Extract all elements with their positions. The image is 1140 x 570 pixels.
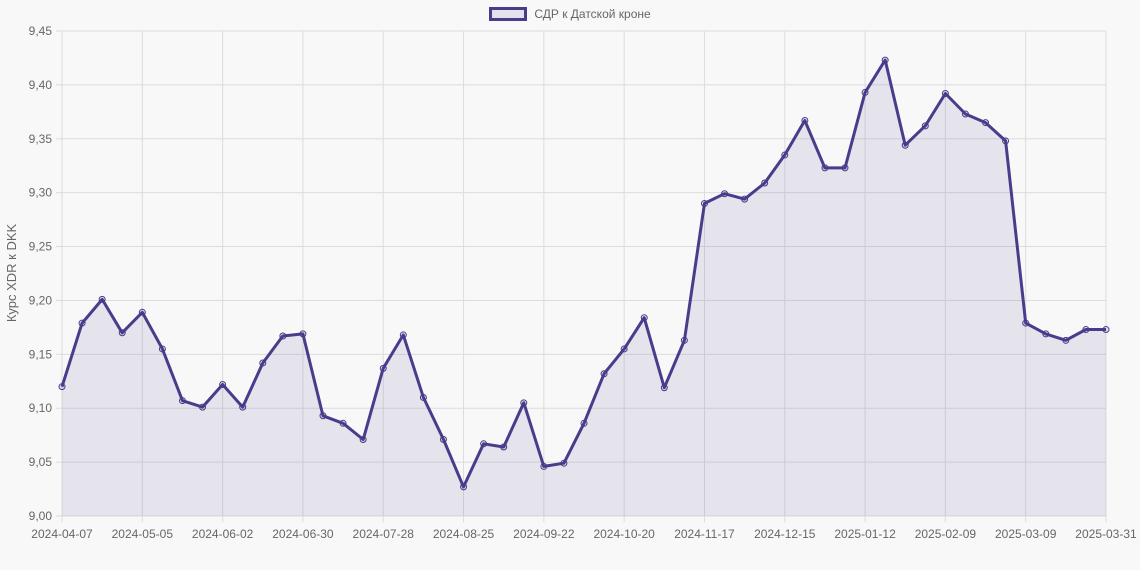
data-point[interactable] xyxy=(721,190,729,198)
area-fill xyxy=(62,60,1106,516)
data-point[interactable] xyxy=(299,330,307,338)
x-tick-label: 2024-06-30 xyxy=(272,527,334,541)
data-point[interactable] xyxy=(339,419,347,427)
grid-lines xyxy=(56,30,1107,522)
x-tick-label: 2024-07-28 xyxy=(353,527,415,541)
data-point[interactable] xyxy=(921,122,929,130)
data-point[interactable] xyxy=(961,110,969,118)
data-point[interactable] xyxy=(419,393,427,401)
data-point[interactable] xyxy=(460,483,468,491)
data-point[interactable] xyxy=(761,179,769,187)
y-tick-label: 9,20 xyxy=(29,293,53,307)
y-tick-label: 9,25 xyxy=(29,240,53,254)
data-point[interactable] xyxy=(379,364,387,372)
data-point[interactable] xyxy=(560,459,568,467)
data-point[interactable] xyxy=(982,119,990,127)
data-point[interactable] xyxy=(881,56,889,64)
y-tick-label: 9,30 xyxy=(29,186,53,200)
y-tick-label: 9,40 xyxy=(29,78,53,92)
x-tick-label: 2024-09-22 xyxy=(513,527,575,541)
y-tick-label: 9,15 xyxy=(29,347,53,361)
data-point[interactable] xyxy=(1102,326,1110,334)
data-point[interactable] xyxy=(600,370,608,378)
y-tick-label: 9,45 xyxy=(29,24,53,38)
data-point[interactable] xyxy=(199,403,207,411)
data-point[interactable] xyxy=(58,383,66,391)
data-point[interactable] xyxy=(259,359,267,367)
data-point[interactable] xyxy=(801,116,809,124)
data-point[interactable] xyxy=(640,314,648,322)
y-tick-label: 9,10 xyxy=(29,401,53,415)
data-point[interactable] xyxy=(1002,137,1010,145)
y-tick-label: 9,00 xyxy=(29,509,53,523)
data-points xyxy=(58,56,1110,491)
x-tick-label: 2024-04-07 xyxy=(31,527,93,541)
x-tick-label: 2025-01-12 xyxy=(834,527,896,541)
x-tick-label: 2025-03-31 xyxy=(1075,527,1137,541)
data-point[interactable] xyxy=(520,399,528,407)
x-tick-label: 2025-03-09 xyxy=(995,527,1057,541)
data-point[interactable] xyxy=(1062,336,1070,344)
data-point[interactable] xyxy=(941,90,949,98)
x-tick-label: 2024-06-02 xyxy=(192,527,254,541)
data-point[interactable] xyxy=(1042,330,1050,338)
x-tick-label: 2024-08-25 xyxy=(433,527,495,541)
data-point[interactable] xyxy=(580,419,588,427)
data-point[interactable] xyxy=(480,440,488,448)
data-point[interactable] xyxy=(841,164,849,172)
legend-label: СДР к Датской кроне xyxy=(534,7,651,21)
data-line xyxy=(60,58,1106,489)
data-point[interactable] xyxy=(781,151,789,159)
x-tick-label: 2024-10-20 xyxy=(593,527,655,541)
x-tick-label: 2024-05-05 xyxy=(112,527,174,541)
y-tick-label: 9,35 xyxy=(29,132,53,146)
data-point[interactable] xyxy=(700,199,708,207)
data-point[interactable] xyxy=(138,308,146,316)
x-axis: 2024-04-07 2024-05-05 2024-06-02 2024-06-30… xyxy=(31,527,1137,541)
chart-legend[interactable]: СДР к Датской кроне xyxy=(0,7,1140,21)
data-point[interactable] xyxy=(399,331,407,339)
data-point[interactable] xyxy=(1022,319,1030,327)
x-tick-label: 2025-02-09 xyxy=(915,527,977,541)
data-point[interactable] xyxy=(279,332,287,340)
data-point[interactable] xyxy=(78,319,86,327)
data-point[interactable] xyxy=(680,336,688,344)
data-point[interactable] xyxy=(620,345,628,353)
data-point[interactable] xyxy=(118,329,126,337)
data-point[interactable] xyxy=(319,412,327,420)
data-point[interactable] xyxy=(741,195,749,203)
data-point[interactable] xyxy=(98,295,106,303)
data-point[interactable] xyxy=(1082,326,1090,334)
data-point[interactable] xyxy=(861,88,869,96)
data-point[interactable] xyxy=(359,435,367,443)
data-point[interactable] xyxy=(239,403,247,411)
data-point[interactable] xyxy=(439,435,447,443)
legend-swatch xyxy=(489,7,528,21)
data-point[interactable] xyxy=(219,381,227,389)
data-point[interactable] xyxy=(500,443,508,451)
data-point[interactable] xyxy=(178,397,186,405)
data-point[interactable] xyxy=(158,345,166,353)
data-point[interactable] xyxy=(540,462,548,470)
y-tick-label: 9,05 xyxy=(29,455,53,469)
y-axis-label: Курс XDR к DKK xyxy=(4,223,19,322)
data-point[interactable] xyxy=(821,164,829,172)
y-axis: 9,00 9,05 9,10 9,15 9,20 9,25 9,30 9,35 9,40 9,45 xyxy=(29,24,53,523)
data-point[interactable] xyxy=(660,384,668,392)
x-tick-label: 2024-11-17 xyxy=(674,527,735,541)
data-point[interactable] xyxy=(901,141,909,149)
x-tick-label: 2024-12-15 xyxy=(754,527,816,541)
